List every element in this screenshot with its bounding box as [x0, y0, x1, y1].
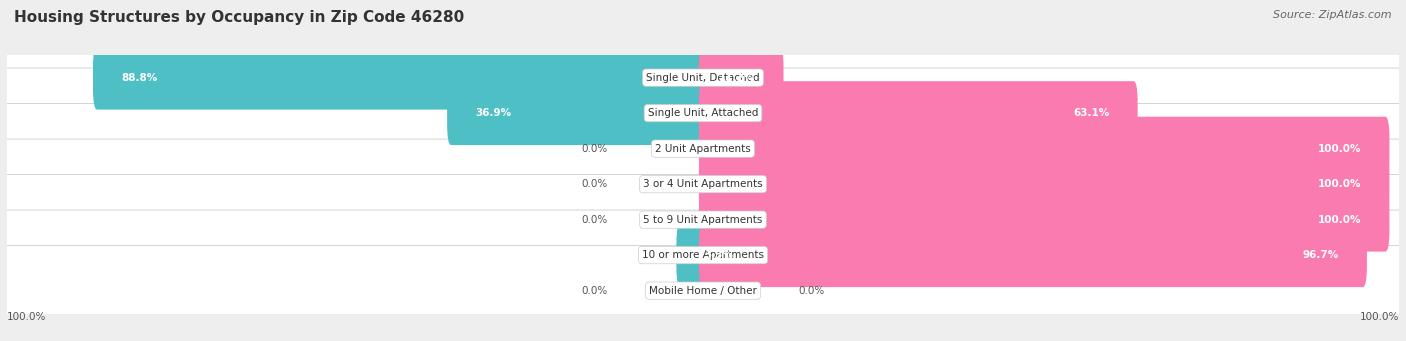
FancyBboxPatch shape — [699, 188, 1389, 252]
Text: Single Unit, Detached: Single Unit, Detached — [647, 73, 759, 83]
FancyBboxPatch shape — [1, 139, 1405, 229]
Text: 0.0%: 0.0% — [581, 286, 607, 296]
Text: 100.0%: 100.0% — [1317, 214, 1361, 225]
Text: 0.0%: 0.0% — [799, 286, 825, 296]
FancyBboxPatch shape — [699, 46, 783, 109]
FancyBboxPatch shape — [699, 152, 1389, 216]
FancyBboxPatch shape — [1, 246, 1405, 336]
FancyBboxPatch shape — [1, 210, 1405, 300]
Text: 100.0%: 100.0% — [1360, 312, 1399, 322]
Text: 100.0%: 100.0% — [7, 312, 46, 322]
FancyBboxPatch shape — [699, 117, 1389, 181]
Text: 63.1%: 63.1% — [1073, 108, 1109, 118]
Text: 3 or 4 Unit Apartments: 3 or 4 Unit Apartments — [643, 179, 763, 189]
Text: Single Unit, Attached: Single Unit, Attached — [648, 108, 758, 118]
FancyBboxPatch shape — [1, 68, 1405, 158]
Text: 3.3%: 3.3% — [704, 250, 734, 260]
Text: 96.7%: 96.7% — [1303, 250, 1339, 260]
FancyBboxPatch shape — [1, 104, 1405, 194]
Text: 10 or more Apartments: 10 or more Apartments — [643, 250, 763, 260]
Text: 2 Unit Apartments: 2 Unit Apartments — [655, 144, 751, 154]
Text: 0.0%: 0.0% — [581, 179, 607, 189]
FancyBboxPatch shape — [93, 46, 707, 109]
Text: 11.2%: 11.2% — [720, 73, 755, 83]
Text: 88.8%: 88.8% — [121, 73, 157, 83]
Text: 100.0%: 100.0% — [1317, 144, 1361, 154]
FancyBboxPatch shape — [447, 81, 707, 145]
Text: 5 to 9 Unit Apartments: 5 to 9 Unit Apartments — [644, 214, 762, 225]
FancyBboxPatch shape — [676, 223, 707, 287]
FancyBboxPatch shape — [699, 81, 1137, 145]
Text: Source: ZipAtlas.com: Source: ZipAtlas.com — [1274, 10, 1392, 20]
FancyBboxPatch shape — [1, 175, 1405, 265]
Text: 0.0%: 0.0% — [581, 214, 607, 225]
FancyBboxPatch shape — [1, 32, 1405, 123]
Text: 0.0%: 0.0% — [581, 144, 607, 154]
FancyBboxPatch shape — [699, 223, 1367, 287]
Text: 100.0%: 100.0% — [1317, 179, 1361, 189]
Text: 36.9%: 36.9% — [475, 108, 512, 118]
Text: Mobile Home / Other: Mobile Home / Other — [650, 286, 756, 296]
Text: Housing Structures by Occupancy in Zip Code 46280: Housing Structures by Occupancy in Zip C… — [14, 10, 464, 25]
